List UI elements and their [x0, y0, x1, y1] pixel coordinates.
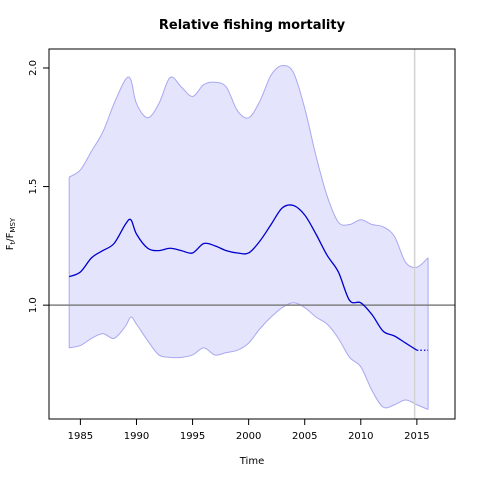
x-axis: 1985 1990 1995 2000 2005 2010 2015 [68, 419, 430, 442]
y-tick-label: 2.0 [28, 60, 39, 76]
plot-frame [48, 48, 456, 420]
median-fishing-mortality-line [68, 204, 418, 351]
x-tick-label: 1990 [124, 431, 149, 442]
y-tick-label: 1.5 [28, 179, 39, 195]
y-axis-label-base: F [5, 244, 16, 250]
reference-line-layer [49, 49, 455, 419]
y-axis-label-sub1: t [9, 241, 17, 244]
series-line-layer [68, 204, 429, 351]
x-tick-label: 2000 [236, 431, 261, 442]
x-axis-label: Time [239, 456, 264, 467]
y-axis: 1.0 1.5 2.0 [28, 60, 49, 313]
x-tick-label: 2015 [404, 431, 429, 442]
x-tick-label: 2010 [348, 431, 373, 442]
chart-title: Relative fishing mortality [159, 18, 346, 33]
upper-bound-line [68, 65, 429, 269]
y-axis-label-mid: /F [5, 232, 16, 241]
x-tick-label: 1995 [180, 431, 205, 442]
y-axis-label: Ft/FMSY [5, 217, 17, 250]
x-tick-label: 2005 [292, 431, 317, 442]
y-tick-label: 1.0 [28, 297, 39, 313]
y-axis-label-sub2: MSY [9, 217, 17, 232]
confidence-band-layer [68, 65, 429, 410]
confidence-band-area [69, 65, 429, 410]
lower-bound-line [69, 302, 429, 410]
x-tick-label: 1985 [68, 431, 93, 442]
